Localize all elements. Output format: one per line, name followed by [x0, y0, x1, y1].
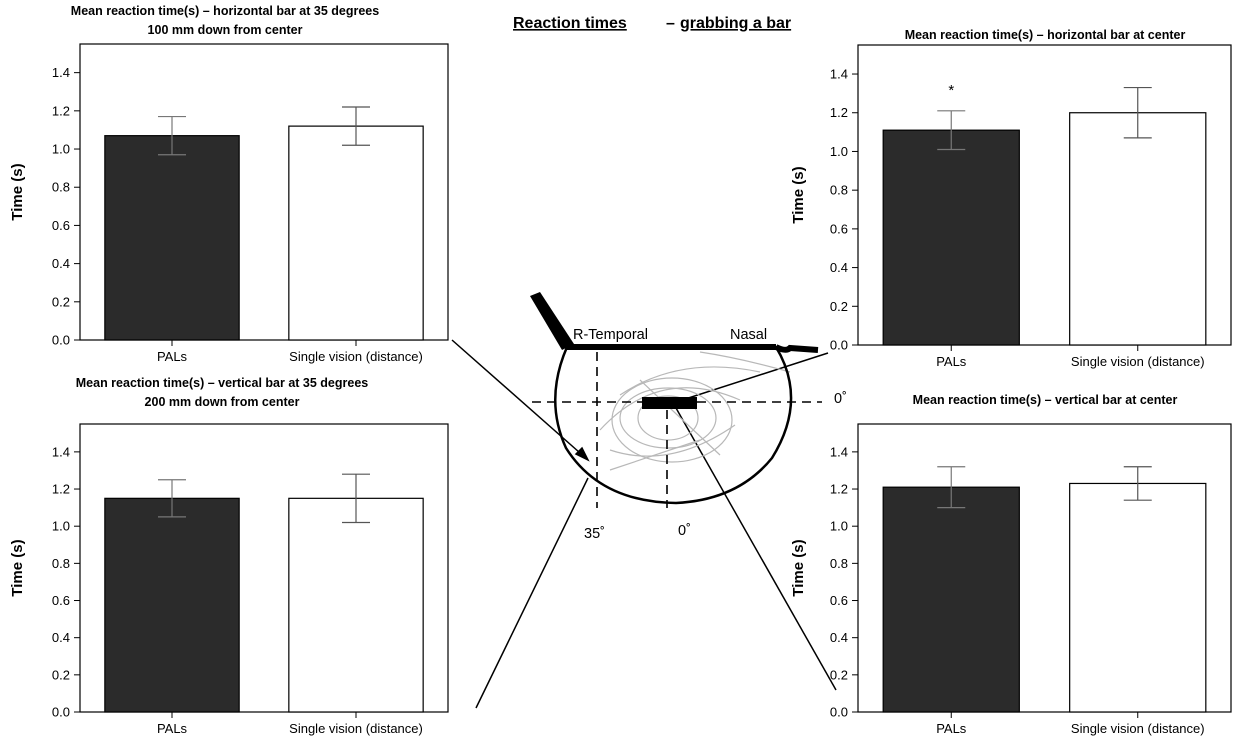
y-tick-label: 0.6	[830, 221, 848, 236]
plot-frame	[857, 44, 1232, 346]
y-tick-label: 0.4	[52, 630, 70, 645]
y-axis-label: Time (s)	[9, 163, 26, 220]
x-tick-label: PALs	[936, 354, 967, 369]
lens-diagram: R-Temporal Nasal 0˚ 35˚ 0˚	[530, 292, 847, 542]
y-tick-label: 0.6	[52, 593, 70, 608]
frame-temple-left	[530, 292, 574, 350]
bar	[104, 497, 240, 713]
y-tick-label: 0.8	[830, 556, 848, 571]
y-tick-label: 1.2	[52, 482, 70, 497]
y-tick-label: 1.2	[830, 105, 848, 120]
y-tick-label: 0.4	[52, 256, 70, 271]
chart-title: Mean reaction time(s) – vertical bar at …	[913, 393, 1178, 407]
chart-title: Mean reaction time(s) – vertical bar at …	[76, 376, 369, 390]
heading-separator: –	[666, 15, 675, 32]
frame-nose-hook	[774, 344, 819, 353]
heading-part-2: grabbing a bar	[680, 15, 791, 32]
y-axis-label: Time (s)	[9, 539, 26, 596]
label-zero-degrees-right: 0˚	[834, 391, 847, 407]
connector-top-right	[675, 352, 829, 403]
y-tick-label: 0.6	[52, 218, 70, 233]
significance-marker: *	[948, 82, 954, 99]
y-axis-label: Time (s)	[790, 539, 807, 596]
connector-top-left	[451, 339, 589, 461]
y-tick-label: 1.2	[52, 103, 70, 118]
x-tick-label: Single vision (distance)	[1071, 354, 1205, 369]
y-tick-label: 1.4	[52, 444, 70, 459]
y-tick-label: 1.2	[830, 482, 848, 497]
y-tick-label: 1.4	[52, 65, 70, 80]
heading-part-1: Reaction times	[513, 15, 627, 32]
y-tick-label: 0.4	[830, 630, 848, 645]
chart-title: Mean reaction time(s) – horizontal bar a…	[905, 28, 1186, 42]
reference-lines	[532, 352, 822, 508]
x-tick-label: PALs	[157, 721, 188, 736]
y-tick-label: 0.4	[830, 260, 848, 275]
bar	[288, 497, 424, 713]
y-tick-label: 0.8	[52, 556, 70, 571]
y-tick-label: 0.8	[52, 180, 70, 195]
y-tick-label: 1.0	[52, 519, 70, 534]
chart-horizontal-bar-35deg: Mean reaction time(s) – horizontal bar a…	[9, 4, 449, 364]
bar	[882, 486, 1020, 713]
chart-vertical-bar-center: Mean reaction time(s) – vertical bar at …	[790, 393, 1232, 736]
chart-horizontal-bar-center: Mean reaction time(s) – horizontal bar a…	[790, 28, 1232, 369]
chart-subtitle: 100 mm down from center	[148, 23, 303, 37]
y-tick-label: 0.6	[830, 593, 848, 608]
y-tick-label: 0.2	[52, 667, 70, 682]
y-tick-label: 1.4	[830, 444, 848, 459]
y-tick-label: 1.0	[830, 519, 848, 534]
label-r-temporal: R-Temporal	[573, 327, 648, 343]
x-tick-label: PALs	[157, 349, 188, 364]
y-tick-label: 0.0	[52, 333, 70, 348]
bar	[288, 125, 424, 341]
label-nasal: Nasal	[730, 327, 767, 343]
y-tick-label: 1.4	[830, 67, 848, 82]
bar	[882, 129, 1020, 346]
y-tick-label: 0.0	[52, 705, 70, 720]
chart-subtitle: 200 mm down from center	[145, 395, 300, 409]
y-tick-label: 0.0	[830, 705, 848, 720]
y-tick-label: 0.2	[52, 294, 70, 309]
x-tick-label: Single vision (distance)	[1071, 721, 1205, 736]
plot-frame	[79, 423, 449, 713]
y-tick-label: 0.8	[830, 183, 848, 198]
connector-bottom-left	[475, 477, 589, 709]
plot-frame	[857, 423, 1232, 713]
x-tick-label: PALs	[936, 721, 967, 736]
x-tick-label: Single vision (distance)	[289, 349, 423, 364]
lens-outline	[554, 345, 793, 505]
label-zero-degrees-bottom: 0˚	[678, 523, 691, 539]
x-tick-label: Single vision (distance)	[289, 721, 423, 736]
connector-arrowhead	[574, 446, 590, 462]
chart-title: Mean reaction time(s) – horizontal bar a…	[71, 4, 379, 18]
y-tick-label: 0.2	[830, 299, 848, 314]
connector-bottom-right	[675, 407, 837, 691]
chart-vertical-bar-35deg: Mean reaction time(s) – vertical bar at …	[9, 376, 449, 736]
y-axis-label: Time (s)	[790, 166, 807, 223]
plot-frame	[79, 43, 449, 341]
label-35-degrees: 35˚	[584, 526, 605, 542]
target-bar	[642, 397, 697, 409]
y-tick-label: 1.0	[830, 144, 848, 159]
connector-lines	[451, 339, 837, 709]
y-tick-label: 0.0	[830, 338, 848, 353]
y-tick-label: 0.2	[830, 667, 848, 682]
main-heading: Reaction times – grabbing a bar	[513, 15, 791, 32]
bar	[1069, 482, 1207, 713]
eye-sketch	[599, 351, 791, 471]
bar	[104, 135, 240, 341]
y-tick-label: 1.0	[52, 142, 70, 157]
bar	[1069, 112, 1207, 346]
